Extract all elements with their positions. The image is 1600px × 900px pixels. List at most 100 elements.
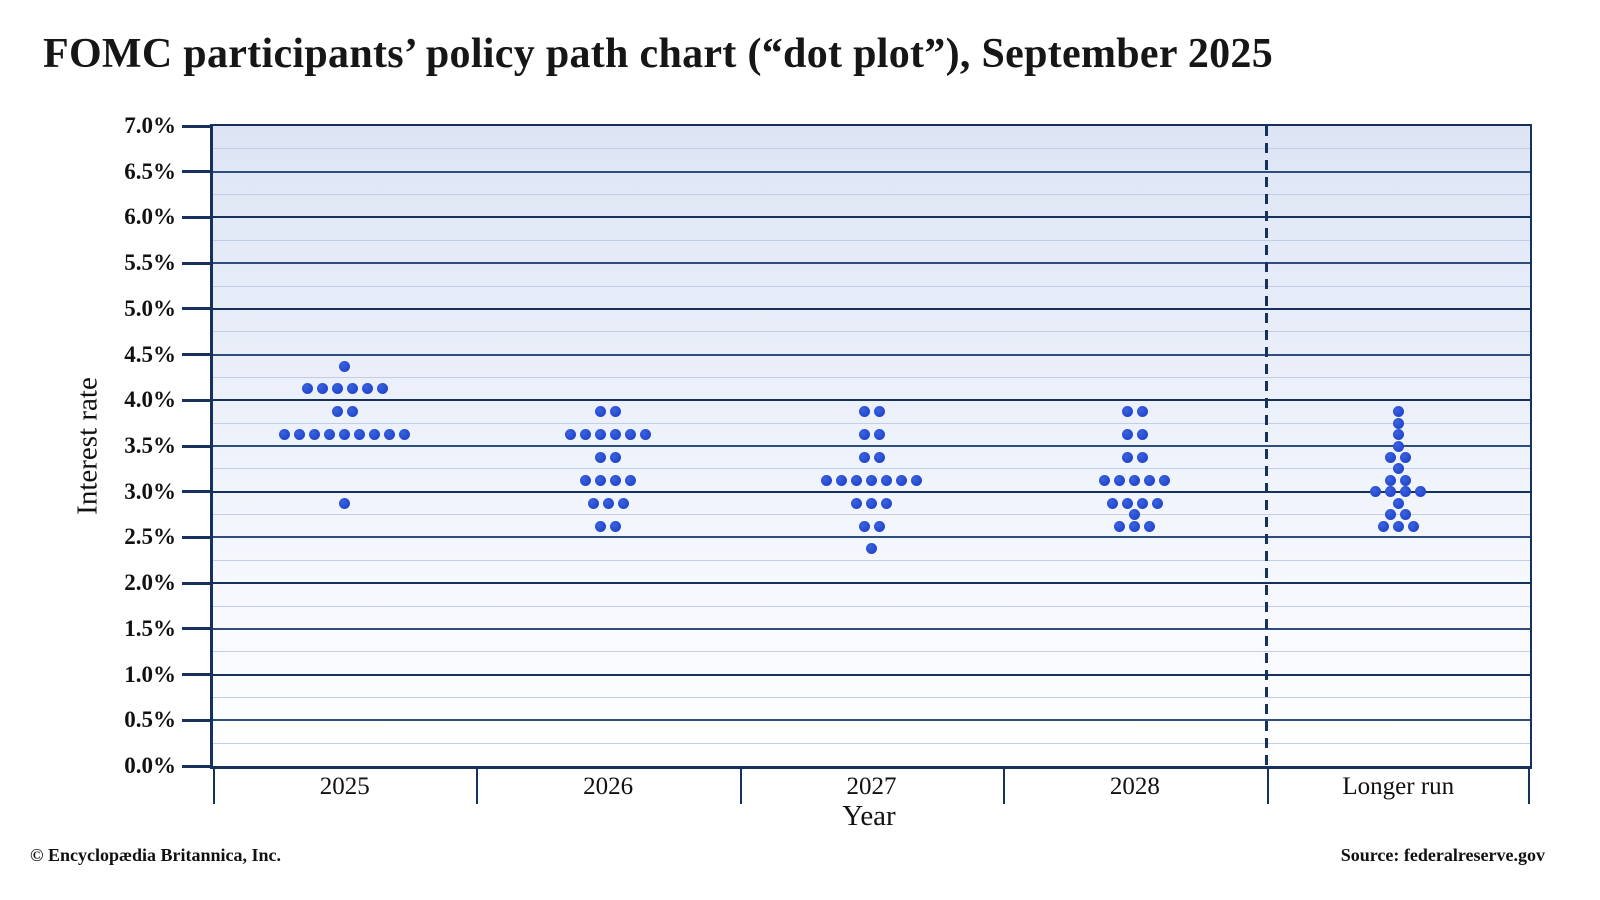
y-tick-label-2.5%: 2.5% bbox=[124, 524, 176, 550]
projection-dot-longer-run-2.875 bbox=[1392, 497, 1404, 509]
projection-dot-2028-3.125 bbox=[1144, 474, 1156, 486]
y-tick-label-2.0%: 2.0% bbox=[124, 570, 176, 596]
projection-dot-2025-3.625 bbox=[339, 429, 351, 441]
gridline-6.00pct bbox=[213, 216, 1530, 219]
y-tick-0.5% bbox=[182, 718, 210, 722]
gridline-4.50pct bbox=[213, 353, 1530, 356]
projection-dot-2028-2.625 bbox=[1129, 520, 1141, 532]
projection-dot-2028-3.875 bbox=[1121, 406, 1133, 418]
projection-dot-2027-2.875 bbox=[851, 497, 862, 509]
y-tick-0.0% bbox=[182, 764, 210, 768]
projection-dot-longer-run-3.625 bbox=[1392, 429, 1404, 441]
projection-dot-2028-2.75 bbox=[1129, 509, 1141, 521]
projection-dot-2025-3.625 bbox=[309, 429, 321, 441]
projection-dot-longer-run-2.625 bbox=[1407, 520, 1419, 532]
projection-dot-2026-3.125 bbox=[610, 474, 622, 486]
projection-dot-2025-3.875 bbox=[346, 406, 358, 418]
x-boundary-tick-4 bbox=[1266, 766, 1269, 804]
projection-dot-2028-3.375 bbox=[1136, 451, 1148, 463]
projection-dot-2028-2.875 bbox=[1121, 497, 1133, 509]
projection-dot-2025-4.125 bbox=[361, 383, 373, 395]
projection-dot-2026-3.625 bbox=[640, 429, 652, 441]
y-tick-7.0% bbox=[182, 124, 210, 128]
x-category-label-2028: 2028 bbox=[1109, 773, 1160, 800]
gridline-4.00pct bbox=[213, 399, 1530, 402]
projection-dot-2028-3.375 bbox=[1121, 451, 1133, 463]
projection-dot-2026-3.875 bbox=[595, 406, 607, 418]
gridline-5.25pct bbox=[213, 285, 1530, 287]
projection-dot-2027-3.625 bbox=[858, 429, 870, 441]
y-tick-label-1.5%: 1.5% bbox=[124, 615, 176, 641]
projection-dot-2025-4.125 bbox=[376, 383, 388, 395]
projection-dot-longer-run-2.625 bbox=[1392, 520, 1404, 532]
gridline-4.25pct bbox=[213, 376, 1530, 378]
projection-dot-2025-4.125 bbox=[316, 383, 328, 395]
projection-dot-longer-run-3.125 bbox=[1400, 474, 1412, 486]
gridline-0.75pct bbox=[213, 696, 1530, 698]
projection-dot-2028-3.875 bbox=[1136, 406, 1148, 418]
projection-dot-2026-3.625 bbox=[625, 429, 637, 441]
projection-dot-longer-run-3.5 bbox=[1392, 440, 1404, 452]
projection-dot-longer-run-3.75 bbox=[1392, 417, 1404, 429]
gridline-3.50pct bbox=[213, 445, 1530, 447]
y-tick-3.0% bbox=[182, 490, 210, 494]
gridline-3.25pct bbox=[213, 468, 1530, 470]
y-tick-6.0% bbox=[182, 215, 210, 219]
projection-dot-2028-3.125 bbox=[1129, 474, 1141, 486]
gridline-5.75pct bbox=[213, 239, 1530, 241]
y-tick-4.5% bbox=[182, 353, 210, 357]
projection-dot-2028-2.875 bbox=[1151, 497, 1163, 509]
projection-dot-2026-2.625 bbox=[610, 520, 622, 532]
projection-dot-2026-3.125 bbox=[595, 474, 607, 486]
x-boundary-tick-5 bbox=[1528, 766, 1530, 804]
y-tick-5.0% bbox=[182, 307, 210, 311]
projection-dot-2025-3.875 bbox=[331, 406, 343, 418]
y-tick-label-6.0%: 6.0% bbox=[124, 204, 176, 230]
projection-dot-2025-3.625 bbox=[384, 429, 396, 441]
projection-dot-2026-3.375 bbox=[610, 451, 622, 463]
y-tick-1.0% bbox=[182, 673, 210, 677]
projection-dot-2026-3.375 bbox=[595, 451, 607, 463]
projection-dot-2026-3.625 bbox=[610, 429, 622, 441]
projection-dot-2027-3.375 bbox=[858, 451, 870, 463]
projection-dot-2028-2.625 bbox=[1144, 520, 1156, 532]
projection-dot-2026-2.875 bbox=[602, 497, 614, 509]
gridline-1.75pct bbox=[213, 605, 1530, 607]
longer-run-separator-line bbox=[1265, 126, 1269, 766]
projection-dot-2026-3.625 bbox=[580, 429, 592, 441]
projection-dot-2025-4.125 bbox=[301, 383, 313, 395]
y-tick-label-3.0%: 3.0% bbox=[124, 478, 176, 504]
gridline-0.50pct bbox=[213, 719, 1530, 722]
y-tick-2.5% bbox=[182, 535, 210, 539]
y-tick-label-5.5%: 5.5% bbox=[124, 250, 176, 276]
gridline-5.00pct bbox=[213, 307, 1530, 310]
gridline-4.75pct bbox=[213, 331, 1530, 333]
projection-dot-2026-2.625 bbox=[595, 520, 607, 532]
x-boundary-tick-0 bbox=[213, 766, 215, 804]
projection-dot-2027-3.875 bbox=[858, 406, 870, 418]
projection-dot-2027-2.875 bbox=[866, 497, 877, 509]
projection-dot-2026-3.125 bbox=[580, 474, 592, 486]
projection-dot-2025-4.375 bbox=[339, 360, 351, 372]
x-category-label-2026: 2026 bbox=[583, 773, 634, 800]
gridline-1.25pct bbox=[213, 651, 1530, 653]
projection-dot-2027-3.125 bbox=[911, 474, 922, 486]
projection-dot-longer-run-3 bbox=[1415, 486, 1427, 498]
x-boundary-tick-1 bbox=[476, 766, 479, 804]
y-tick-label-6.5%: 6.5% bbox=[124, 158, 176, 184]
gridline-2.00pct bbox=[213, 582, 1530, 585]
y-tick-label-0.0%: 0.0% bbox=[124, 753, 176, 778]
x-boundary-tick-3 bbox=[1003, 766, 1006, 804]
projection-dot-2027-2.625 bbox=[873, 520, 885, 532]
x-category-label-2025: 2025 bbox=[319, 773, 370, 800]
y-tick-label-4.5%: 4.5% bbox=[124, 341, 176, 367]
x-boundary-tick-2 bbox=[739, 766, 742, 804]
projection-dot-longer-run-3.25 bbox=[1392, 463, 1404, 475]
projection-dot-2025-2.875 bbox=[339, 497, 351, 509]
projection-dot-longer-run-2.625 bbox=[1377, 520, 1389, 532]
y-tick-label-7.0%: 7.0% bbox=[124, 113, 176, 138]
projection-dot-longer-run-3.125 bbox=[1385, 474, 1397, 486]
gridline-6.50pct bbox=[213, 170, 1530, 173]
projection-dot-2028-2.875 bbox=[1136, 497, 1148, 509]
